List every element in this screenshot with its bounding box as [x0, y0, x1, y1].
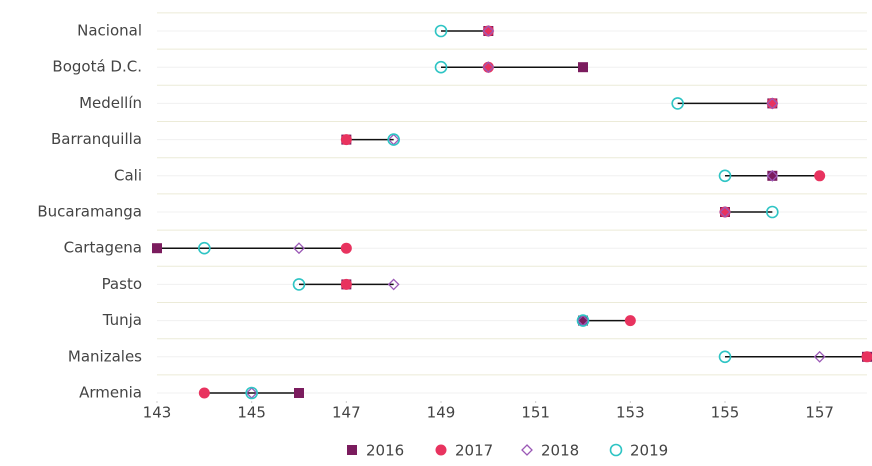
legend-label: 2017	[455, 442, 493, 460]
marker-circle	[862, 351, 872, 362]
category-label: Bucaramanga	[37, 203, 142, 221]
marker-circle	[483, 62, 494, 73]
marker-circle	[625, 315, 636, 326]
legend-label: 2018	[541, 442, 579, 460]
x-tick-label: 147	[332, 404, 361, 422]
category-label: Nacional	[77, 22, 142, 40]
x-tick-label: 151	[521, 404, 550, 422]
marker-circle-open	[611, 445, 622, 456]
legend-label: 2019	[630, 442, 668, 460]
category-label: Armenia	[79, 384, 142, 402]
x-tick-label: 143	[143, 404, 172, 422]
legend-label: 2016	[366, 442, 404, 460]
x-tick-label: 145	[237, 404, 266, 422]
marker-circle	[814, 170, 825, 181]
category-label: Cali	[114, 166, 142, 184]
marker-square	[578, 62, 588, 72]
category-label: Manizales	[68, 347, 142, 365]
marker-circle	[341, 134, 352, 145]
marker-diamond	[522, 445, 532, 455]
marker-circle	[483, 26, 494, 37]
marker-square	[294, 388, 304, 398]
marker-circle	[199, 388, 210, 399]
category-label: Medellín	[79, 94, 142, 112]
marker-square	[347, 445, 357, 455]
category-label: Cartagena	[64, 239, 142, 257]
category-label: Tunja	[102, 311, 142, 329]
marker-circle	[436, 445, 447, 456]
marker-circle	[341, 279, 352, 290]
category-label: Barranquilla	[51, 130, 142, 148]
marker-square	[767, 171, 777, 181]
category-label: Bogotá D.C.	[52, 58, 142, 76]
x-tick-label: 149	[427, 404, 456, 422]
category-label: Pasto	[102, 275, 142, 293]
x-tick-label: 153	[616, 404, 645, 422]
x-tick-label: 155	[711, 404, 740, 422]
x-tick-label: 157	[805, 404, 834, 422]
marker-square	[152, 243, 162, 253]
marker-circle	[341, 243, 352, 254]
marker-circle	[767, 98, 778, 109]
marker-circle	[720, 207, 731, 218]
